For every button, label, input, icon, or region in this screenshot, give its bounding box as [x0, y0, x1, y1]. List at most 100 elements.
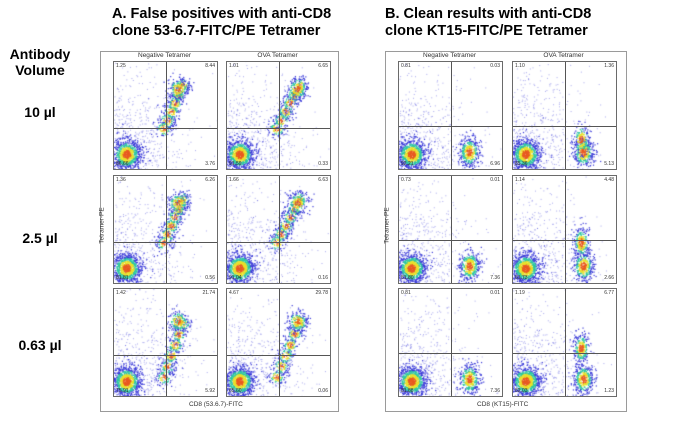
quadrant-value-ul: 1.10	[515, 63, 525, 69]
panel-b-title: B. Clean results with anti-CD8 clone KT1…	[385, 6, 625, 40]
quadrant-gate-horizontal	[114, 242, 217, 244]
quadrant-gate-vertical	[450, 62, 452, 169]
row-header-line2: Volume	[15, 62, 65, 78]
quadrant-value-ul: 4.67	[229, 290, 239, 296]
quadrant-gate-horizontal	[114, 355, 217, 357]
quadrant-value-lr: 0.56	[205, 275, 215, 281]
quadrant-value-ll: 81.80	[401, 275, 414, 281]
quadrant-gate-horizontal	[513, 240, 616, 242]
panel-b-plot-r2-c2: 1.14 4.48 81.73 2.66	[512, 175, 617, 284]
panel-b-plot-r1-c2: 1.10 1.36 85.36 5.13	[512, 61, 617, 170]
quadrant-value-lr: 2.66	[604, 275, 614, 281]
quadrant-gate-horizontal	[114, 128, 217, 130]
quadrant-gate-horizontal	[227, 128, 330, 130]
quadrant-value-ur: 4.48	[604, 177, 614, 183]
quadrant-value-ll: 92.21	[401, 161, 414, 167]
quadrant-value-ul: 0.81	[401, 63, 411, 69]
quadrant-value-ur: 0.01	[490, 290, 500, 296]
quadrant-value-ur: 29.78	[315, 290, 328, 296]
quadrant-value-lr: 7.36	[490, 388, 500, 394]
quadrant-value-ur: 6.26	[205, 177, 215, 183]
quadrant-value-lr: 6.96	[490, 161, 500, 167]
panel-a-plot-r1-c2: 1.01 6.65 91.59 0.33	[226, 61, 331, 170]
quadrant-value-ul: 1.01	[229, 63, 239, 69]
quadrant-value-ur: 6.77	[604, 290, 614, 296]
panel-a-title-line2: clone 53-6.7-FITC/PE Tetramer	[112, 23, 321, 39]
panel-b-y-axis-label: Tetramer-PE	[383, 207, 391, 244]
quadrant-gate-vertical	[564, 289, 566, 396]
quadrant-gate-horizontal	[399, 353, 502, 355]
row-header: Antibody Volume	[5, 46, 75, 78]
quadrant-value-ll: 82.03	[515, 388, 528, 394]
quadrant-gate-vertical	[450, 176, 452, 283]
quadrant-value-lr: 3.76	[205, 161, 215, 167]
quadrant-value-ll: 81.88	[401, 388, 414, 394]
quadrant-gate-horizontal	[513, 126, 616, 128]
quadrant-value-ll: 81.73	[515, 275, 528, 281]
panel-a-x-axis-label: CD8 (53.6.7)-FITC	[189, 401, 243, 408]
quadrant-gate-horizontal	[513, 353, 616, 355]
row-header-line1: Antibody	[9, 46, 71, 62]
quadrant-value-lr: 7.36	[490, 275, 500, 281]
quadrant-value-ll: 91.04	[229, 275, 242, 281]
quadrant-gate-vertical	[165, 176, 167, 283]
quadrant-value-ul: 1.36	[116, 177, 126, 183]
panel-a-plot-r3-c2: 4.67 29.78 65.60 0.06	[226, 288, 331, 397]
quadrant-value-ll: 86.66	[116, 161, 129, 167]
quadrant-gate-vertical	[278, 289, 280, 396]
panel-a-col-header-negative: Negative Tetramer	[138, 52, 191, 59]
quadrant-value-ul: 1.19	[515, 290, 525, 296]
panel-b-x-axis-label: CD8 (KT15)-FITC	[477, 401, 529, 408]
panel-a-plot-r2-c2: 1.66 6.63 91.04 0.16	[226, 175, 331, 284]
quadrant-value-ll: 81.81	[116, 275, 129, 281]
quadrant-gate-vertical	[564, 62, 566, 169]
quadrant-value-lr: 0.06	[318, 388, 328, 394]
quadrant-value-lr: 5.92	[205, 388, 215, 394]
panel-a-plot-r2-c1: 1.36 6.26 81.81 0.56	[113, 175, 218, 284]
panel-b-col-header-negative: Negative Tetramer	[423, 52, 476, 59]
panel-a-y-axis-label: Tetramer-PE	[98, 207, 106, 244]
quadrant-value-ur: 0.03	[490, 63, 500, 69]
row-label-10ul: 10 µl	[24, 104, 56, 120]
panel-a-title: A. False positives with anti-CD8 clone 5…	[112, 6, 352, 40]
quadrant-gate-vertical	[165, 62, 167, 169]
row-label-0-63ul: 0.63 µl	[18, 337, 62, 353]
quadrant-gate-vertical	[278, 62, 280, 169]
quadrant-value-ul: 0.73	[401, 177, 411, 183]
quadrant-value-ll: 65.60	[229, 388, 242, 394]
quadrant-value-lr: 5.13	[604, 161, 614, 167]
quadrant-gate-horizontal	[227, 242, 330, 244]
quadrant-gate-horizontal	[399, 240, 502, 242]
panel-a-plot-r3-c1: 1.42 21.74 75.91 5.92	[113, 288, 218, 397]
panel-b-plot-r3-c2: 1.19 6.77 82.03 1.23	[512, 288, 617, 397]
panel-b-plot-r1-c1: 0.81 0.03 92.21 6.96	[398, 61, 503, 170]
quadrant-gate-vertical	[564, 176, 566, 283]
quadrant-value-ur: 1.36	[604, 63, 614, 69]
quadrant-value-ul: 1.25	[116, 63, 126, 69]
panel-b-plot-r2-c1: 0.73 0.01 81.80 7.36	[398, 175, 503, 284]
quadrant-gate-horizontal	[399, 126, 502, 128]
quadrant-value-ul: 1.14	[515, 177, 525, 183]
quadrant-gate-vertical	[278, 176, 280, 283]
panel-b-title-line2: clone KT15-FITC/PE Tetramer	[385, 23, 588, 39]
quadrant-value-ul: 1.42	[116, 290, 126, 296]
quadrant-value-ur: 21.74	[202, 290, 215, 296]
quadrant-gate-vertical	[165, 289, 167, 396]
row-label-2-5ul: 2.5 µl	[22, 230, 58, 246]
panel-a-plot-r1-c1: 1.25 8.44 86.66 3.76	[113, 61, 218, 170]
quadrant-value-ur: 6.65	[318, 63, 328, 69]
quadrant-value-ul: 1.66	[229, 177, 239, 183]
quadrant-value-ll: 85.36	[515, 161, 528, 167]
quadrant-value-ul: 0.81	[401, 290, 411, 296]
quadrant-value-ur: 6.63	[318, 177, 328, 183]
panel-a-title-line1: A. False positives with anti-CD8	[112, 6, 332, 22]
quadrant-value-lr: 0.16	[318, 275, 328, 281]
panel-b-col-header-ova: OVA Tetramer	[543, 52, 584, 59]
quadrant-value-ll: 91.59	[229, 161, 242, 167]
quadrant-value-lr: 1.23	[604, 388, 614, 394]
quadrant-value-ll: 75.91	[116, 388, 129, 394]
quadrant-value-ur: 0.01	[490, 177, 500, 183]
panel-b-plot-r3-c1: 0.81 0.01 81.88 7.36	[398, 288, 503, 397]
quadrant-gate-horizontal	[227, 355, 330, 357]
quadrant-gate-vertical	[450, 289, 452, 396]
